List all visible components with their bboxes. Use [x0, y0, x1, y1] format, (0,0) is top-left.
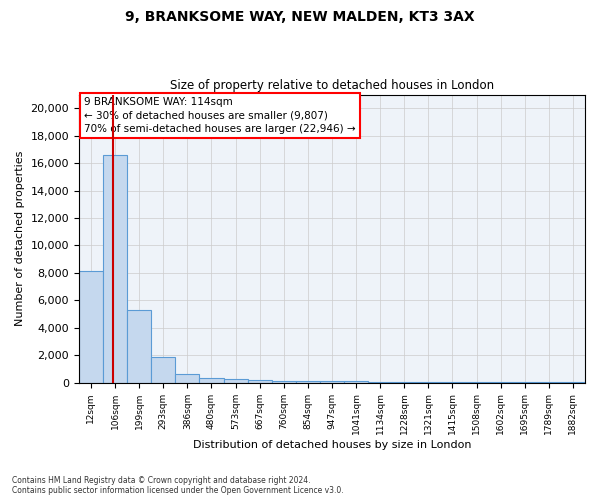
Bar [103, 155, 127, 382]
Bar [199, 378, 224, 382]
Title: Size of property relative to detached houses in London: Size of property relative to detached ho… [170, 79, 494, 92]
Bar [248, 380, 272, 382]
Bar [272, 381, 296, 382]
Bar [175, 374, 199, 382]
Text: 9, BRANKSOME WAY, NEW MALDEN, KT3 3AX: 9, BRANKSOME WAY, NEW MALDEN, KT3 3AX [125, 10, 475, 24]
Text: Contains HM Land Registry data © Crown copyright and database right 2024.
Contai: Contains HM Land Registry data © Crown c… [12, 476, 344, 495]
Bar [151, 356, 175, 382]
Bar [296, 381, 320, 382]
Y-axis label: Number of detached properties: Number of detached properties [15, 151, 25, 326]
Text: 9 BRANKSOME WAY: 114sqm
← 30% of detached houses are smaller (9,807)
70% of semi: 9 BRANKSOME WAY: 114sqm ← 30% of detache… [84, 98, 356, 134]
X-axis label: Distribution of detached houses by size in London: Distribution of detached houses by size … [193, 440, 471, 450]
Bar [127, 310, 151, 382]
Bar [224, 380, 248, 382]
Bar [79, 272, 103, 382]
